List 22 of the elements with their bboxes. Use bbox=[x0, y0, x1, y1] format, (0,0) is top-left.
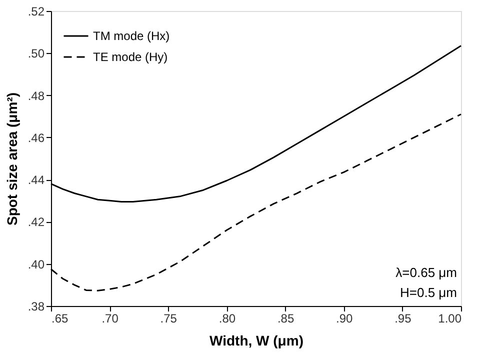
y-tick-label: .52 bbox=[28, 4, 45, 18]
legend-label: TM mode (Hx) bbox=[93, 29, 170, 43]
annotation: H=0.5 μm bbox=[400, 285, 457, 300]
y-tick-label: .46 bbox=[28, 130, 45, 145]
y-tick-label: .44 bbox=[28, 173, 45, 188]
y-tick-label: .48 bbox=[28, 88, 45, 103]
y-tick-label: .40 bbox=[28, 257, 45, 272]
x-tick-label: 1.00 bbox=[438, 312, 462, 326]
x-tick-label: .85 bbox=[277, 312, 294, 326]
y-tick-label: .50 bbox=[28, 46, 45, 61]
x-axis-title: Width, W (μm) bbox=[210, 332, 304, 348]
y-tick-label: .38 bbox=[28, 300, 45, 314]
y-axis-title: Spot size area (μm²) bbox=[4, 92, 20, 226]
x-tick-label: .90 bbox=[336, 312, 354, 326]
x-tick-label: .75 bbox=[160, 312, 178, 326]
x-tick-label: .80 bbox=[218, 312, 236, 326]
legend-label: TE mode (Hy) bbox=[93, 50, 168, 64]
annotation: λ=0.65 μm bbox=[396, 265, 457, 280]
x-tick-label: .95 bbox=[394, 312, 412, 326]
x-tick-label: .70 bbox=[102, 312, 119, 326]
x-tick-label: .65 bbox=[52, 312, 69, 326]
y-tick-label: .42 bbox=[28, 215, 45, 230]
